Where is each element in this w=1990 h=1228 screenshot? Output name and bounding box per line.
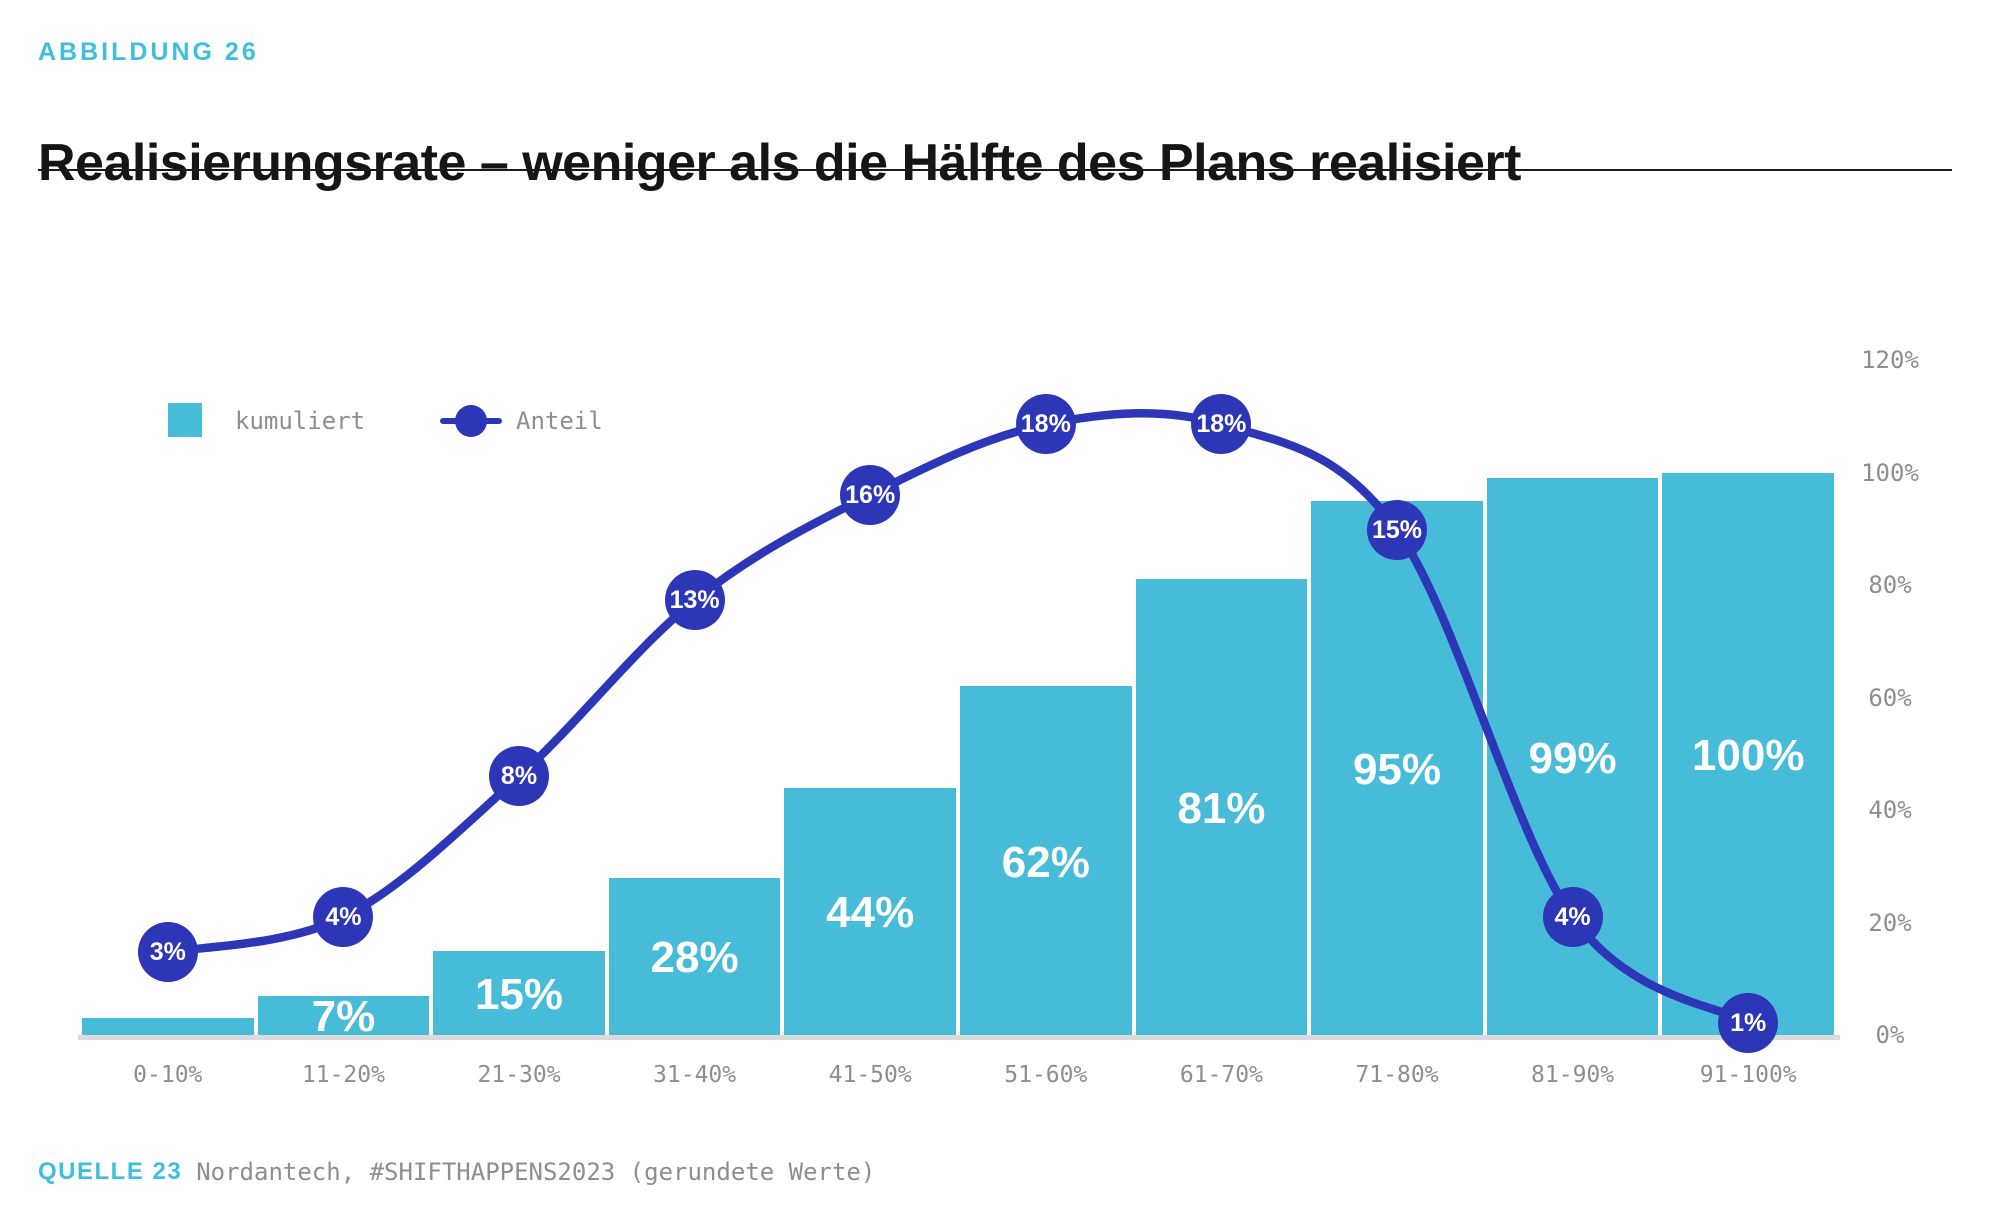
bar-value-label: 7% (311, 992, 376, 1042)
x-axis-label: 31-40% (653, 1062, 737, 1088)
page-title: Realisierungsrate – weniger als die Hälf… (38, 133, 1521, 192)
data-point-bubble: 4% (313, 887, 374, 948)
bar-value-label: 44% (826, 888, 915, 938)
bar-value-label: 28% (650, 933, 739, 983)
x-axis-label: 11-20% (301, 1062, 385, 1088)
data-point-bubble: 16% (840, 464, 901, 525)
x-axis-label: 0-10% (133, 1062, 203, 1088)
y-axis-tick-label: 100% (1861, 458, 1919, 487)
x-axis-label: 41-50% (828, 1062, 912, 1088)
source-line: QUELLE 23 Nordantech, #SHIFTHAPPENS2023 (… (38, 1158, 875, 1190)
bar-value-label: 100% (1691, 730, 1805, 780)
data-point-bubble: 1% (1718, 992, 1779, 1053)
x-axis-label: 21-30% (477, 1062, 561, 1088)
bar-0-10% (82, 1018, 254, 1035)
x-axis-label: 91-100% (1699, 1062, 1797, 1088)
x-axis-label: 51-60% (1004, 1062, 1088, 1088)
y-axis-tick-label: 40% (1868, 796, 1912, 824)
x-axis-baseline (78, 1035, 1840, 1040)
y-axis-tick-label: 80% (1868, 571, 1912, 599)
data-point-bubble: 15% (1367, 500, 1427, 560)
y-axis-tick-label: 120% (1861, 346, 1919, 374)
x-axis-label: 71-80% (1355, 1062, 1439, 1088)
bar-value-label: 99% (1528, 733, 1617, 783)
data-point-bubble: 18% (1015, 394, 1076, 455)
source-tag: QUELLE 23 (38, 1158, 183, 1185)
x-axis-label: 81-90% (1531, 1062, 1615, 1088)
data-point-bubble: 18% (1191, 394, 1252, 455)
figure-label: ABBILDUNG 26 (38, 38, 259, 66)
data-point-bubble: 13% (664, 570, 725, 631)
y-axis-tick-label: 60% (1868, 683, 1912, 712)
y-axis-tick-label: 20% (1868, 908, 1912, 937)
bar-value-label: 15% (474, 969, 564, 1019)
title-divider (38, 169, 1952, 171)
data-point-bubble: 3% (137, 922, 198, 983)
data-point-bubble: 8% (489, 746, 549, 807)
bar-value-label: 95% (1352, 744, 1442, 794)
bar-value-label: 62% (1001, 837, 1090, 887)
x-axis-label: 61-70% (1179, 1062, 1263, 1088)
y-axis-tick-label: 0% (1875, 1021, 1905, 1049)
bar-value-label: 81% (1177, 784, 1266, 834)
data-point-bubble: 4% (1542, 887, 1603, 948)
source-text: Nordantech, #SHIFTHAPPENS2023 (gerundete… (196, 1158, 876, 1186)
